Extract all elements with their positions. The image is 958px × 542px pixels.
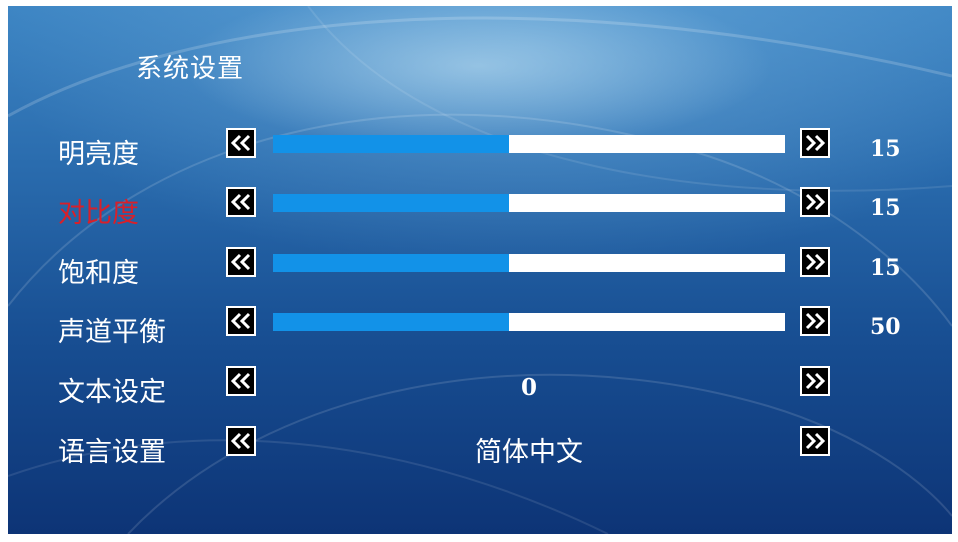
setting-label: 文本设定 [58, 377, 166, 408]
page-title: 系统设置 [136, 54, 245, 84]
double-left-arrow-icon [230, 134, 251, 152]
slider-track[interactable] [273, 254, 785, 272]
slider-fill [273, 254, 509, 272]
double-right-arrow-icon [805, 193, 826, 211]
slider-fill [273, 135, 509, 153]
decrease-button[interactable] [226, 306, 256, 336]
double-right-arrow-icon [805, 372, 826, 390]
setting-row-language: 语言设置 简体中文 [8, 426, 952, 468]
double-right-arrow-icon [805, 432, 826, 450]
setting-value: 15 [870, 136, 901, 162]
increase-button[interactable] [800, 247, 830, 277]
double-left-arrow-icon [230, 432, 251, 450]
setting-label: 明亮度 [58, 139, 139, 170]
decrease-button[interactable] [226, 187, 256, 217]
previous-option-button[interactable] [226, 366, 256, 396]
setting-label: 声道平衡 [58, 317, 166, 348]
double-left-arrow-icon [230, 312, 251, 330]
decrease-button[interactable] [226, 128, 256, 158]
slider-track[interactable] [273, 194, 785, 212]
increase-button[interactable] [800, 187, 830, 217]
setting-row-saturation: 饱和度 15 [8, 247, 952, 289]
decrease-button[interactable] [226, 247, 256, 277]
double-right-arrow-icon [805, 253, 826, 271]
slider-track[interactable] [273, 313, 785, 331]
setting-row-text: 文本设定 0 [8, 366, 952, 408]
option-value: 0 [520, 374, 537, 401]
double-right-arrow-icon [805, 134, 826, 152]
setting-label: 语言设置 [58, 437, 166, 468]
double-left-arrow-icon [230, 372, 251, 390]
slider-fill [273, 313, 509, 331]
double-left-arrow-icon [230, 253, 251, 271]
setting-row-balance: 声道平衡 50 [8, 306, 952, 348]
setting-label: 对比度 [58, 198, 139, 229]
setting-value: 15 [870, 255, 901, 281]
settings-screen: 系统设置 明亮度 15 对比度 15 饱和度 [8, 6, 952, 534]
setting-value: 50 [870, 314, 901, 340]
increase-button[interactable] [800, 128, 830, 158]
setting-row-contrast: 对比度 15 [8, 187, 952, 229]
slider-fill [273, 194, 509, 212]
setting-row-brightness: 明亮度 15 [8, 128, 952, 170]
double-left-arrow-icon [230, 193, 251, 211]
double-right-arrow-icon [805, 312, 826, 330]
next-option-button[interactable] [800, 366, 830, 396]
next-option-button[interactable] [800, 426, 830, 456]
previous-option-button[interactable] [226, 426, 256, 456]
setting-label: 饱和度 [58, 258, 139, 289]
slider-track[interactable] [273, 135, 785, 153]
increase-button[interactable] [800, 306, 830, 336]
option-value: 简体中文 [475, 437, 583, 468]
setting-value: 15 [870, 195, 901, 221]
